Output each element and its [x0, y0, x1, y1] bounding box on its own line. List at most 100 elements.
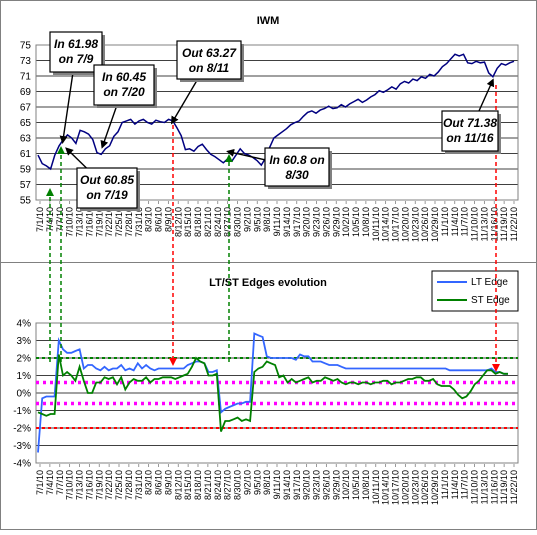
top-y-tick-label: 57 [20, 180, 32, 191]
bottom-x-tick-label: 10/8/10 [361, 470, 371, 500]
top-x-tick-label: 7/31/10 [134, 207, 144, 237]
top-x-tick-label: 7/19/10 [94, 207, 104, 237]
callout-text: In 61.98 [54, 37, 98, 51]
top-y-tick-label: 61 [20, 149, 32, 160]
top-x-tick-label: 10/23/10 [410, 207, 420, 242]
bottom-x-tick-label: 7/13/10 [75, 470, 85, 500]
bottom-x-tick-label: 10/2/10 [341, 470, 351, 500]
top-x-tick-label: 8/15/10 [183, 207, 193, 237]
bottom-x-tick-label: 11/7/10 [460, 470, 470, 499]
bottom-x-tick-label: 8/24/10 [213, 470, 223, 500]
bottom-x-tick-label: 7/31/10 [134, 470, 144, 500]
bottom-x-tick-label: 8/18/10 [193, 470, 203, 500]
callout-text: on 7/20 [103, 85, 145, 99]
st-edge-series [37, 354, 508, 432]
callout-box [93, 64, 155, 106]
callout-text: on 7/19 [86, 188, 128, 202]
top-x-tick-label: 8/21/10 [203, 207, 213, 237]
bottom-x-tick-label: 11/10/10 [470, 470, 480, 504]
trade-callout: In 60.8 on8/30 [226, 147, 332, 189]
top-x-tick-label: 7/10/10 [65, 207, 75, 237]
bottom-x-tick-label: 8/3/10 [144, 470, 154, 495]
callout-text: on 8/11 [189, 61, 230, 75]
callout-box [264, 147, 330, 187]
bottom-y-tick-label: -1% [13, 406, 31, 417]
top-y-tick-label: 63 [20, 134, 32, 145]
bottom-x-tick-label: 11/1/10 [440, 470, 450, 499]
bottom-y-tick-label: 2% [17, 354, 32, 365]
bottom-x-tick-label: 9/20/10 [302, 470, 312, 500]
bottom-x-tick-label: 11/19/10 [499, 470, 509, 504]
top-y-tick-label: 59 [20, 165, 32, 176]
top-x-tick-label: 8/30/10 [233, 207, 243, 237]
callout-text: on 7/9 [59, 52, 94, 66]
top-x-tick-label: 10/26/10 [420, 207, 430, 242]
bottom-x-tick-label: 7/1/10 [35, 470, 45, 495]
top-x-tick-label: 11/7/10 [460, 207, 470, 236]
top-x-tick-label: 8/24/10 [213, 207, 223, 237]
bottom-x-tick-label: 8/12/10 [173, 470, 183, 500]
callout-box [441, 110, 499, 152]
callout-text: In 60.45 [102, 70, 146, 84]
bottom-x-tick-label: 11/4/10 [450, 470, 460, 499]
bottom-x-tick-label: 9/29/10 [331, 470, 341, 500]
bottom-plot-area [35, 322, 519, 464]
callout-box [176, 40, 242, 80]
top-y-tick-label: 69 [20, 87, 32, 98]
bottom-x-tick-label: 10/20/10 [400, 470, 410, 505]
callout-box [76, 167, 138, 209]
top-x-tick-label: 8/6/10 [154, 207, 164, 232]
top-x-tick-label: 11/1/10 [440, 207, 450, 236]
bottom-y-tick-label: -2% [13, 424, 31, 435]
bottom-chart-legend: LT Edge ST Edge [431, 270, 519, 312]
top-x-tick-label: 11/16/10 [489, 207, 499, 241]
callout-text: 8/30 [285, 168, 309, 182]
bottom-x-tick-label: 7/28/10 [124, 470, 134, 500]
top-x-tick-label: 9/26/10 [321, 207, 331, 237]
bottom-x-tick-label: 9/14/10 [282, 470, 292, 500]
top-x-tick-label: 9/20/10 [302, 207, 312, 237]
bottom-x-tick-label: 8/6/10 [154, 470, 164, 495]
legend-box [431, 270, 519, 312]
bottom-y-tick-label: -4% [13, 459, 31, 470]
top-x-tick-label: 10/5/10 [351, 207, 361, 237]
top-x-tick-label: 8/3/10 [144, 207, 154, 232]
lt-edge-series [37, 332, 508, 453]
top-plot-area [35, 44, 519, 201]
bottom-x-tick-label: 10/11/10 [371, 470, 381, 504]
top-x-tick-label: 9/29/10 [331, 207, 341, 237]
top-x-tick-label: 9/5/10 [252, 207, 262, 232]
bottom-x-tick-label: 9/11/10 [272, 470, 282, 499]
top-y-tick-label: 67 [20, 103, 32, 114]
callout-text: Out 60.85 [80, 173, 134, 187]
iwm-price-series [37, 53, 515, 171]
bottom-x-tick-label: 7/10/10 [65, 470, 75, 500]
bottom-x-tick-label: 10/5/10 [351, 470, 361, 500]
top-x-tick-label: 9/11/10 [272, 207, 282, 236]
bottom-chart-x-axis: 7/1/10 7/4/10 7/7/10 7/10/10 7/13/10 7/16/10 7… [35, 464, 519, 505]
top-x-tick-label: 7/25/10 [114, 207, 124, 237]
top-y-tick-label: 71 [20, 72, 32, 83]
bottom-x-tick-label: 10/14/10 [381, 470, 391, 505]
bottom-x-tick-label: 9/5/10 [252, 470, 262, 495]
bottom-x-tick-label: 11/22/10 [509, 470, 519, 504]
bottom-chart-title: LT/ST Edges evolution [209, 277, 327, 289]
top-y-tick-label: 73 [20, 56, 32, 67]
top-x-tick-label: 7/22/10 [104, 207, 114, 237]
bottom-x-tick-label: 10/17/10 [391, 470, 401, 505]
top-x-tick-label: 7/7/10 [55, 207, 65, 232]
top-y-tick-label: 65 [20, 118, 32, 129]
bottom-x-tick-label: 8/15/10 [183, 470, 193, 500]
bottom-x-tick-label: 8/30/10 [233, 470, 243, 500]
callout-text: Out 63.27 [182, 46, 237, 60]
signal-connectors [46, 85, 500, 372]
top-x-tick-label: 7/16/10 [84, 207, 94, 237]
callout-text: on 11/16 [446, 131, 493, 145]
bottom-x-tick-label: 8/21/10 [203, 470, 213, 500]
